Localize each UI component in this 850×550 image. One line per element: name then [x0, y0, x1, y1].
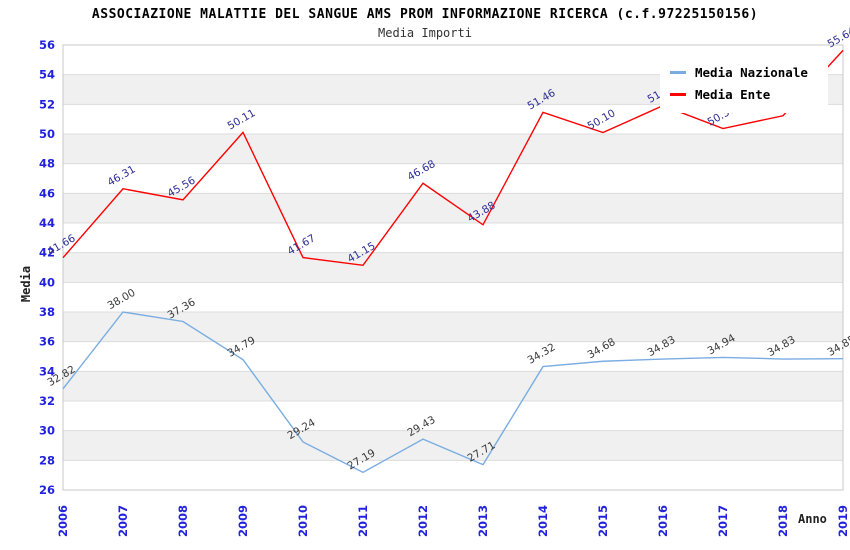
legend-item-media-ente[interactable]: Media Ente [670, 83, 820, 105]
y-tick-label: 54 [39, 68, 55, 82]
plot-border [62, 44, 844, 491]
grid-band [63, 134, 843, 164]
y-tick-label: 46 [39, 186, 55, 200]
x-tick-label: 2006 [56, 505, 70, 537]
y-tick-label: 32 [39, 394, 55, 408]
grid-band [63, 341, 843, 372]
y-tick-label: 52 [39, 97, 55, 111]
x-tick-label: 2010 [296, 505, 310, 537]
x-tick-label: 2019 [836, 505, 850, 537]
legend: Media Nazionale Media Ente [660, 55, 828, 113]
legend-label-nazionale: Media Nazionale [695, 64, 808, 80]
y-tick-label: 50 [39, 127, 55, 141]
y-tick-label: 40 [39, 275, 55, 289]
y-tick-label: 38 [39, 305, 55, 319]
grid-band [63, 282, 843, 312]
x-tick-label: 2009 [236, 505, 250, 537]
x-tick-label: 2013 [476, 505, 490, 537]
x-tick-label: 2015 [596, 505, 610, 537]
x-tick-label: 2012 [416, 505, 430, 537]
y-axis-title: Media [19, 265, 34, 303]
x-tick-label: 2018 [776, 505, 790, 537]
chart-subtitle: Media Importi [378, 26, 472, 40]
x-tick-label: 2011 [356, 505, 370, 537]
grid-band [63, 312, 843, 342]
y-tick-label: 44 [39, 216, 55, 230]
x-tick-label: 2008 [176, 505, 190, 537]
y-tick-label: 42 [39, 246, 55, 260]
x-axis-title: Anno [798, 512, 827, 526]
x-tick-label: 2014 [536, 505, 550, 537]
grid-band [63, 430, 843, 461]
y-tick-label: 48 [39, 157, 55, 171]
grid-band [63, 223, 843, 253]
legend-item-media-nazionale[interactable]: Media Nazionale [670, 61, 820, 83]
x-tick-label: 2017 [716, 505, 730, 537]
data-label: 55.64 [825, 25, 850, 51]
grid-band [63, 371, 843, 401]
y-tick-label: 26 [39, 483, 55, 497]
series-line-media-ente [62, 49, 844, 267]
y-tick-label: 30 [39, 424, 55, 438]
legend-swatch-ente-icon [670, 92, 686, 96]
series-line-media-nazionale [62, 311, 844, 474]
grid-band [63, 401, 843, 431]
y-tick-label: 34 [39, 364, 55, 378]
y-tick-label: 36 [39, 335, 55, 349]
chart-title: ASSOCIAZIONE MALATTIE DEL SANGUE AMS PRO… [91, 7, 759, 22]
x-tick-label: 2007 [116, 505, 130, 537]
legend-swatch-nazionale-icon [670, 70, 686, 74]
grid-band [63, 193, 843, 223]
y-tick-label: 56 [39, 38, 55, 52]
grid-band [63, 252, 843, 283]
y-tick-label: 28 [39, 453, 55, 467]
legend-label-ente: Media Ente [695, 86, 771, 102]
grid-band [63, 460, 843, 490]
x-tick-label: 2016 [656, 505, 670, 537]
